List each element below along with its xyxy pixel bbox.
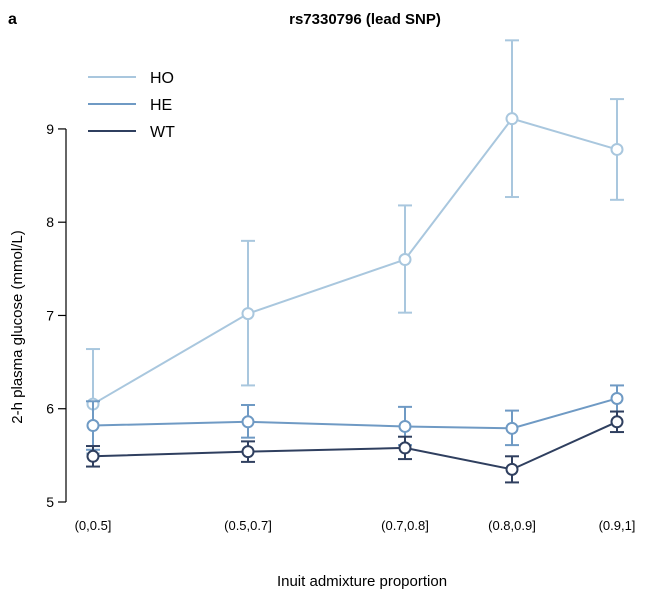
data-point [241, 307, 255, 321]
legend: HO HE WT [88, 70, 175, 141]
data-point [398, 441, 412, 455]
data-point [610, 391, 624, 405]
data-point [241, 445, 255, 459]
y-tick-label: 7 [46, 307, 54, 323]
legend-label-ho: HO [150, 70, 174, 87]
data-point [505, 462, 519, 476]
series-line [92, 397, 618, 430]
series-line [92, 420, 618, 471]
x-tick-label: (0.8,0.9] [488, 518, 536, 533]
x-tick-label: (0.7,0.8] [381, 518, 429, 533]
x-tick-label: (0.9,1] [599, 518, 636, 533]
axes: 5 6 7 8 9 (0,0.5] (0.5,0.7] (0.7,0.8] (0.8,0.9] (… [46, 121, 635, 533]
y-tick-label: 9 [46, 121, 54, 137]
legend-label-wt: WT [150, 124, 175, 141]
series-wt [86, 410, 624, 484]
data-point [86, 449, 100, 463]
panel-label: a [8, 11, 17, 28]
y-tick-label: 5 [46, 494, 54, 510]
data-point [86, 419, 100, 433]
legend-label-he: HE [150, 97, 172, 114]
data-point [241, 415, 255, 429]
series-he [86, 384, 624, 451]
data-point [610, 415, 624, 429]
data-point [398, 253, 412, 267]
y-axis-label: 2-h plasma glucose (mmol/L) [9, 230, 26, 423]
x-axis-label: Inuit admixture proportion [277, 573, 447, 590]
data-point [505, 421, 519, 435]
chart-title: rs7330796 (lead SNP) [289, 11, 441, 28]
series-layer [86, 39, 624, 484]
data-point [505, 112, 519, 126]
y-tick-label: 6 [46, 401, 54, 417]
data-point [398, 419, 412, 433]
x-tick-label: (0.5,0.7] [224, 518, 272, 533]
series-line [92, 117, 618, 405]
x-tick-label: (0,0.5] [75, 518, 112, 533]
y-tick-label: 8 [46, 214, 54, 230]
data-point [610, 142, 624, 156]
